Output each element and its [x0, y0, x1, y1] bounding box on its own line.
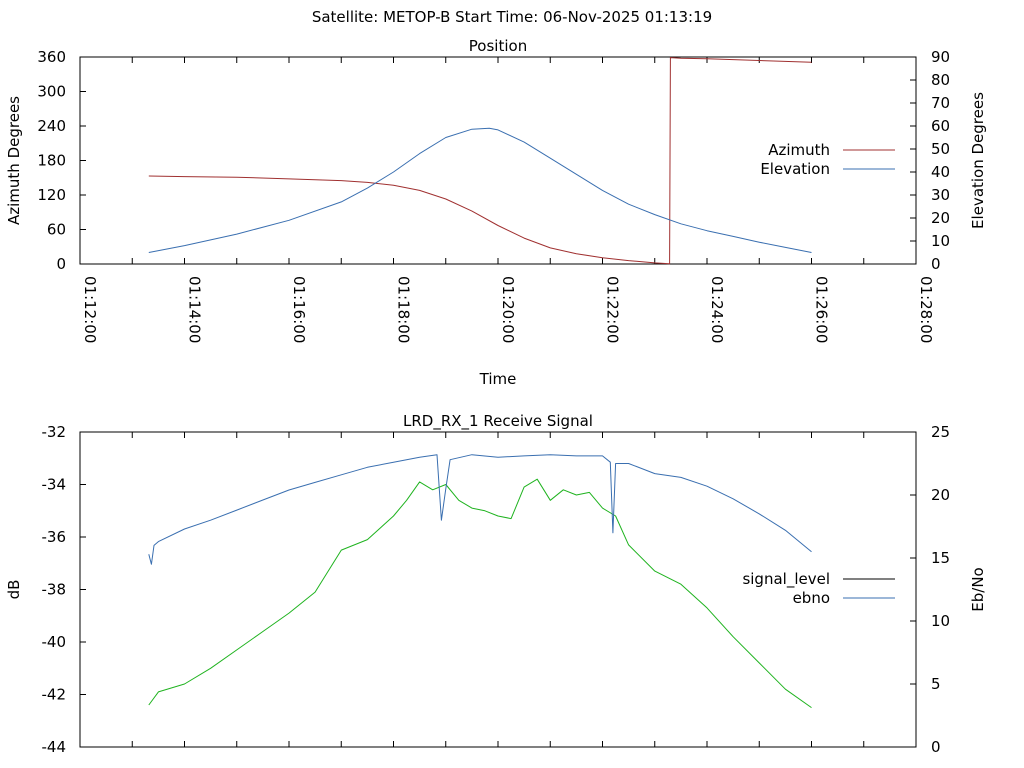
plot-frame [79, 431, 917, 748]
x-tick-label: 01:22:00 [604, 276, 622, 343]
y-tick-label: 360 [37, 48, 66, 66]
chart-title: LRD_RX_1 Receive Signal [403, 412, 593, 431]
y-tick-label: -34 [42, 476, 67, 494]
y2-axis-label: Elevation Degrees [969, 92, 987, 229]
y-tick-label: 0 [56, 255, 66, 273]
y-tick-label: -32 [42, 423, 67, 441]
y-tick-label: -44 [42, 738, 67, 756]
y2-tick-label: 0 [931, 738, 941, 756]
y2-tick-label: 10 [931, 612, 950, 630]
y2-tick-label: 30 [931, 186, 950, 204]
chart-title: Position [469, 37, 527, 55]
y-tick-label: -36 [42, 528, 67, 546]
ebno-series-line [148, 454, 812, 565]
y2-tick-label: 0 [931, 255, 941, 273]
legend-label-signal-level: signal_level [742, 570, 830, 589]
legend-label-elevation: Elevation [760, 160, 830, 178]
y2-tick-label: 10 [931, 232, 950, 250]
y2-tick-label: 70 [931, 94, 950, 112]
y-tick-label: -42 [42, 686, 67, 704]
x-tick-label: 01:24:00 [708, 276, 726, 343]
receive-signal-chart: LRD_RX_1 Receive Signal -44 -42 -40 -38 -36 -3… [5, 412, 987, 756]
x-tick-label: 01:28:00 [917, 276, 935, 343]
legend-label-ebno: ebno [793, 589, 830, 607]
y-tick-label: 300 [37, 83, 66, 101]
y2-tick-label: 20 [931, 486, 950, 504]
y2-tick-label: 50 [931, 140, 950, 158]
y2-tick-label: 40 [931, 163, 950, 181]
x-tick-label: 01:26:00 [813, 276, 831, 343]
x-tick-label: 01:18:00 [395, 276, 413, 343]
y2-tick-label: 20 [931, 209, 950, 227]
x-tick-label: 01:12:00 [81, 276, 99, 343]
x-axis-label: Time [479, 370, 517, 388]
y-axis-label: Azimuth Degrees [5, 96, 23, 225]
y2-axis-label: Eb/No [969, 567, 987, 611]
elevation-series-line [148, 127, 812, 253]
x-tick-label: 01:14:00 [186, 276, 204, 343]
y2-tick-label: 80 [931, 71, 950, 89]
signal-level-series-line [148, 478, 812, 709]
y-tick-label: -38 [42, 581, 67, 599]
legend-label-azimuth: Azimuth [768, 141, 830, 159]
y-tick-label: 180 [37, 152, 66, 170]
y2-tick-label: 60 [931, 117, 950, 135]
x-tick-label: 01:20:00 [499, 276, 517, 343]
y-tick-label: 60 [47, 221, 66, 239]
y2-tick-label: 25 [931, 423, 950, 441]
y-axis-label: dB [5, 580, 23, 600]
x-tick-label: 01:16:00 [290, 276, 308, 343]
y-tick-label: -40 [42, 633, 67, 651]
y2-tick-label: 90 [931, 48, 950, 66]
y2-tick-label: 15 [931, 549, 950, 567]
figure-title: Satellite: METOP-B Start Time: 06-Nov-20… [312, 8, 712, 26]
y-tick-label: 120 [37, 186, 66, 204]
y-tick-label: 240 [37, 117, 66, 135]
azimuth-series-line [148, 57, 812, 265]
y2-tick-label: 5 [931, 675, 941, 693]
position-chart: Position 01:12:00 01:14:00 01:16:00 01:18:00… [5, 37, 987, 388]
